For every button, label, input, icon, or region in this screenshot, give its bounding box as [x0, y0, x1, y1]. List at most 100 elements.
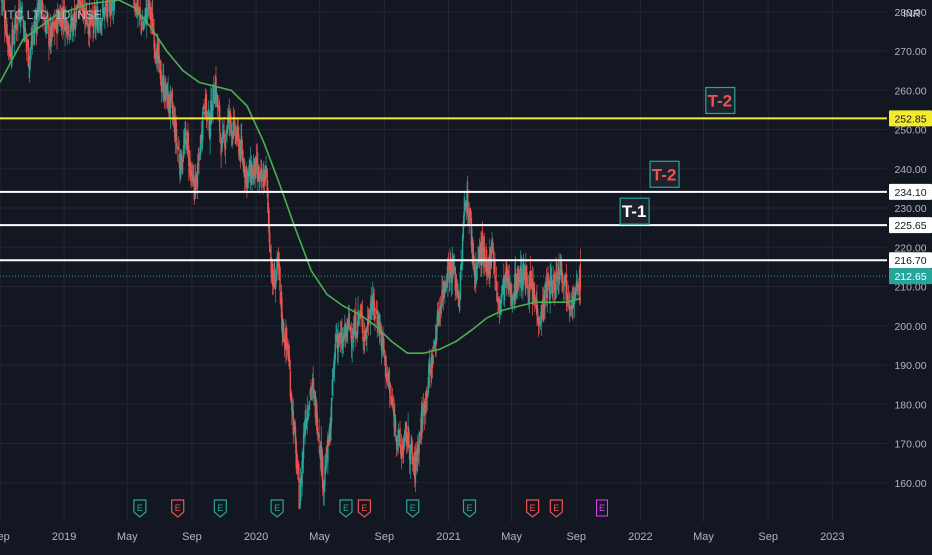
candle-body	[344, 324, 346, 338]
candle-body	[513, 295, 515, 300]
candle-body	[357, 309, 359, 326]
candle-body	[36, 8, 38, 34]
candle-body	[167, 91, 169, 111]
candle-body	[74, 16, 77, 30]
candle-body	[562, 287, 565, 289]
candle-body	[60, 9, 63, 32]
candle-body	[204, 112, 206, 117]
candle-body	[32, 37, 34, 41]
candle-body	[29, 49, 32, 57]
candle-body	[44, 18, 46, 32]
candle-body	[573, 296, 575, 309]
candle-body	[386, 375, 389, 379]
candle-body	[546, 280, 548, 298]
candle-body	[64, 14, 66, 32]
candle-body	[316, 427, 319, 435]
candle-body	[564, 274, 567, 277]
candle-body	[521, 284, 523, 291]
candle-body	[213, 99, 216, 104]
y-tick-label: 280.00	[894, 7, 926, 19]
candle-body	[484, 262, 487, 267]
candle-body	[535, 301, 537, 306]
candle-body	[490, 249, 492, 269]
candle-body	[57, 11, 59, 33]
candle-body	[293, 422, 295, 430]
candle-body	[24, 27, 27, 33]
candle-body	[148, 0, 150, 9]
candle-body	[101, 3, 104, 14]
candle-body	[504, 274, 506, 282]
candle-body	[72, 21, 74, 33]
candle-body	[228, 111, 230, 121]
candle-body	[158, 55, 161, 64]
candle-body	[496, 293, 498, 295]
candle-body	[350, 335, 353, 343]
candle-body	[82, 11, 85, 13]
candle-body	[183, 143, 186, 149]
candle-body	[507, 270, 509, 288]
candle-body	[342, 336, 345, 342]
candle-body	[63, 8, 66, 31]
candle-body	[143, 24, 145, 28]
candle-body	[68, 25, 70, 35]
candle-body	[375, 309, 377, 311]
candle-body	[145, 10, 147, 24]
candle-body	[531, 283, 533, 285]
candle-body	[358, 315, 361, 319]
candle-body	[377, 322, 379, 330]
candle-body	[196, 175, 198, 190]
candle-body	[355, 312, 357, 340]
candle-body	[73, 11, 75, 31]
candle-body	[140, 16, 142, 21]
candle-body	[161, 87, 163, 89]
candle-body	[424, 410, 426, 413]
candle-body	[566, 296, 568, 301]
candle-body	[458, 292, 460, 306]
candle-body	[80, 2, 82, 4]
candle-body	[244, 168, 246, 178]
candle-body	[294, 426, 297, 443]
candle-body	[179, 165, 181, 176]
candle-body	[384, 356, 386, 362]
candle-body	[55, 12, 57, 29]
candle-body	[565, 273, 568, 300]
candle-body	[341, 339, 344, 350]
candle-body	[262, 177, 264, 189]
candle-body	[396, 439, 398, 446]
candle-body	[429, 365, 431, 368]
candle-body	[540, 304, 543, 324]
candle-body	[317, 433, 320, 435]
candle-body	[389, 395, 392, 397]
candle-body	[383, 355, 386, 359]
candle-body	[292, 410, 294, 434]
candle-body	[448, 266, 451, 281]
candle-body	[207, 112, 209, 117]
candle-body	[203, 105, 205, 109]
candle-body	[531, 279, 534, 303]
candle-body	[553, 272, 556, 293]
candle-body	[230, 124, 233, 136]
candle-body	[518, 282, 520, 284]
candle-body	[258, 174, 261, 181]
candle-body	[45, 23, 47, 35]
candle-body	[6, 24, 8, 42]
candle-body	[65, 19, 68, 34]
candle-body	[464, 202, 467, 207]
earnings-marker-label: E	[343, 503, 349, 513]
candle-body	[567, 300, 570, 306]
candle-body	[366, 318, 369, 330]
candle-body	[303, 431, 306, 433]
candle-body	[492, 249, 495, 262]
earnings-marker	[406, 499, 420, 518]
candle-body	[325, 447, 328, 468]
candle-body	[557, 263, 559, 282]
candle-body	[59, 12, 61, 22]
candle-body	[150, 15, 152, 20]
candle-body	[430, 370, 432, 376]
candle-body	[10, 57, 13, 60]
candle-body	[348, 313, 350, 327]
candle-body	[174, 118, 176, 139]
